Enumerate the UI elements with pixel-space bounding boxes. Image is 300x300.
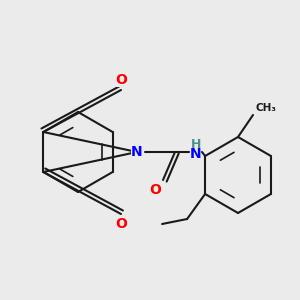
Text: O: O <box>115 73 127 87</box>
Text: H: H <box>191 137 201 151</box>
Text: N: N <box>131 145 143 159</box>
Text: O: O <box>149 183 161 197</box>
Text: O: O <box>115 217 127 231</box>
Text: CH₃: CH₃ <box>256 103 277 113</box>
Text: N: N <box>190 147 202 161</box>
